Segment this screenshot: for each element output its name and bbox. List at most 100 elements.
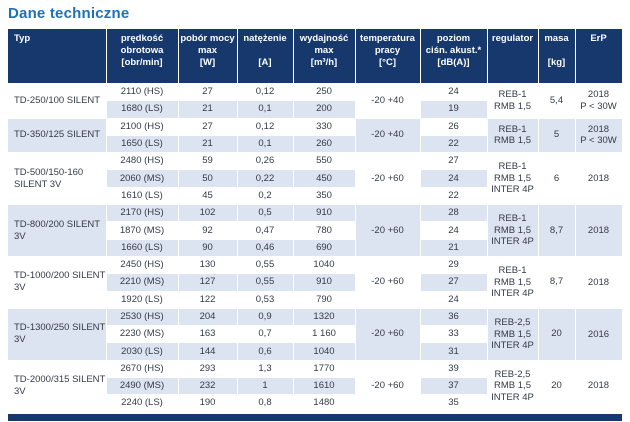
typ-cell: TD-2000/315 SILENT 3V <box>8 360 107 413</box>
power-cell: 163 <box>178 325 238 344</box>
mass-cell: 20 <box>538 360 576 413</box>
power-cell: 45 <box>178 187 238 206</box>
header-row: Typ prędkość obrotowa [obr/min] pobór mo… <box>8 29 623 84</box>
speed-cell: 2490 (MS) <box>106 377 179 396</box>
col-header-mass: masa [kg] <box>538 29 576 84</box>
speed-cell: 2240 (LS) <box>106 394 179 413</box>
typ-cell: TD-1000/200 SILENT 3V <box>8 256 107 309</box>
col-header-airflow: wydajność max [m³/h] <box>293 29 356 84</box>
mass-cell: 8,7 <box>538 204 576 257</box>
current-cell: 0,47 <box>237 221 294 240</box>
power-cell: 21 <box>178 100 238 119</box>
temperature-cell: -20 +60 <box>355 308 421 361</box>
table-row: 2230 (MS) 163 0,7 1 160 33 <box>8 325 622 344</box>
power-cell: 90 <box>178 239 238 257</box>
airflow-cell: 550 <box>293 152 356 171</box>
mass-cell: 8,7 <box>538 256 576 309</box>
table-row: TD-1300/250 SILENT 3V 2530 (HS) 204 0,9 1320… <box>8 308 623 361</box>
erp-cell: 2016 <box>575 308 623 361</box>
current-cell: 0,46 <box>237 239 294 257</box>
table-row: 1610 (LS) 45 0,2 350 22 <box>8 187 622 206</box>
table-row: TD-500/150-160 SILENT 3V 2480 (HS) 59 0,26 5… <box>8 152 623 206</box>
noise-cell: 35 <box>420 394 488 413</box>
current-cell: 0,55 <box>237 256 294 275</box>
noise-cell: 39 <box>420 360 488 379</box>
col-header-current: natężenie [A] <box>237 29 294 84</box>
table-row: 1650 (LS) 21 0,1 260 22 <box>8 135 622 154</box>
next-section-bar <box>8 413 622 421</box>
typ-cell: TD-350/125 SILENT <box>8 118 107 154</box>
current-cell: 0,26 <box>237 152 294 171</box>
noise-cell: 22 <box>420 135 488 154</box>
current-cell: 0,6 <box>237 342 294 361</box>
speed-cell: 2480 (HS) <box>106 152 179 171</box>
speed-cell: 2170 (HS) <box>106 204 179 223</box>
airflow-cell: 350 <box>293 187 356 206</box>
current-cell: 1 <box>237 377 294 396</box>
noise-cell: 28 <box>420 204 488 223</box>
regulator-cell: REB-1 RMB 1,5 INTER 4P <box>487 204 539 257</box>
noise-cell: 27 <box>420 273 488 292</box>
speed-cell: 1650 (LS) <box>106 135 179 154</box>
erp-cell: 2018 <box>575 256 623 309</box>
table-row: 2210 (MS) 127 0,55 910 27 <box>8 273 622 292</box>
current-cell: 0,22 <box>237 169 294 188</box>
temperature-cell: -20 +60 <box>355 360 421 413</box>
airflow-cell: 1 160 <box>293 325 356 344</box>
airflow-cell: 1480 <box>293 394 356 413</box>
table-row: TD-250/100 SILENT 2110 (HS) 27 0,12 250 -20 +… <box>8 83 623 119</box>
typ-cell: TD-800/200 SILENT 3V <box>8 204 107 257</box>
table-row: 1660 (LS) 90 0,46 690 21 <box>8 239 622 257</box>
noise-cell: 37 <box>420 377 488 396</box>
current-cell: 0,2 <box>237 187 294 206</box>
noise-cell: 26 <box>420 118 488 136</box>
speed-cell: 2450 (HS) <box>106 256 179 275</box>
power-cell: 122 <box>178 291 238 309</box>
typ-cell: TD-500/150-160 SILENT 3V <box>8 152 107 206</box>
temperature-cell: -20 +40 <box>355 118 421 154</box>
noise-cell: 24 <box>420 169 488 188</box>
erp-cell: 2018 <box>575 204 623 257</box>
table-row: 1870 (MS) 92 0,47 780 24 <box>8 221 622 240</box>
noise-cell: 22 <box>420 187 488 206</box>
power-cell: 293 <box>178 360 238 379</box>
power-cell: 232 <box>178 377 238 396</box>
regulator-cell: REB-2,5 RMB 1,5 INTER 4P <box>487 308 539 361</box>
noise-cell: 24 <box>420 221 488 240</box>
power-cell: 92 <box>178 221 238 240</box>
speed-cell: 1610 (LS) <box>106 187 179 206</box>
current-cell: 0,53 <box>237 291 294 309</box>
speed-cell: 2670 (HS) <box>106 360 179 379</box>
table-row: TD-800/200 SILENT 3V 2170 (HS) 102 0,5 910 -2… <box>8 204 623 257</box>
table-row: TD-350/125 SILENT 2100 (HS) 27 0,12 330 -20 +… <box>8 118 623 154</box>
power-cell: 190 <box>178 394 238 413</box>
noise-cell: 36 <box>420 308 488 327</box>
mass-cell: 6 <box>538 152 576 206</box>
erp-cell: 2018 <box>575 360 623 413</box>
power-cell: 21 <box>178 135 238 154</box>
speed-cell: 2230 (MS) <box>106 325 179 344</box>
current-cell: 0,12 <box>237 83 294 102</box>
temperature-cell: -20 +60 <box>355 204 421 257</box>
airflow-cell: 910 <box>293 273 356 292</box>
power-cell: 130 <box>178 256 238 275</box>
table-header: Typ prędkość obrotowa [obr/min] pobór mo… <box>8 29 623 84</box>
col-header-speed: prędkość obrotowa [obr/min] <box>106 29 179 84</box>
mass-cell: 20 <box>538 308 576 361</box>
temperature-cell: -20 +60 <box>355 256 421 309</box>
erp-cell: 2018 P < 30W <box>575 118 623 154</box>
airflow-cell: 1770 <box>293 360 356 379</box>
technical-data-table: Typ prędkość obrotowa [obr/min] pobór mo… <box>8 29 623 413</box>
page: Dane techniczne Typ prędkość obrotowa [o… <box>0 5 630 422</box>
airflow-cell: 780 <box>293 221 356 240</box>
noise-cell: 19 <box>420 100 488 119</box>
table-row: 2490 (MS) 232 1 1610 37 <box>8 377 622 396</box>
col-header-power: pobór mocy max [W] <box>178 29 238 84</box>
table-row: 2060 (MS) 50 0,22 450 24 <box>8 169 622 188</box>
col-header-erp: ErP <box>575 29 623 84</box>
regulator-cell: REB-1 RMB 1,5 <box>487 118 539 154</box>
airflow-cell: 1040 <box>293 342 356 361</box>
current-cell: 0,9 <box>237 308 294 327</box>
noise-cell: 29 <box>420 256 488 275</box>
power-cell: 127 <box>178 273 238 292</box>
